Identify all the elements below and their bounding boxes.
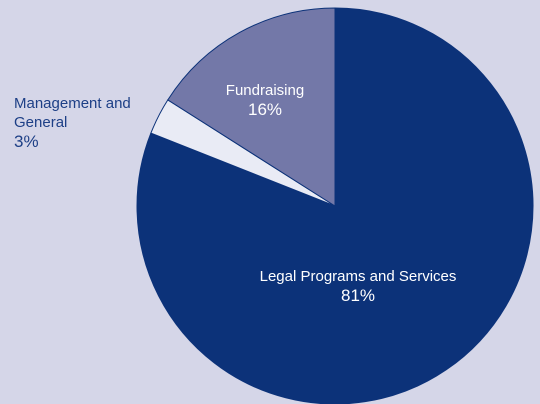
pie-slice [167,7,336,207]
slice-label: Legal Programs and Services 81% [225,267,491,305]
value-label: 16% [247,100,283,119]
category-label: Fundraising [225,82,305,99]
category-label: Legal Programs and Services [259,268,457,285]
slice-label: Management and General 3% [14,94,154,151]
value-label: 81% [340,286,376,305]
value-label: 3% [14,132,39,151]
slice-label: Fundraising 16% [195,81,335,119]
category-label: Management and General [14,95,131,131]
